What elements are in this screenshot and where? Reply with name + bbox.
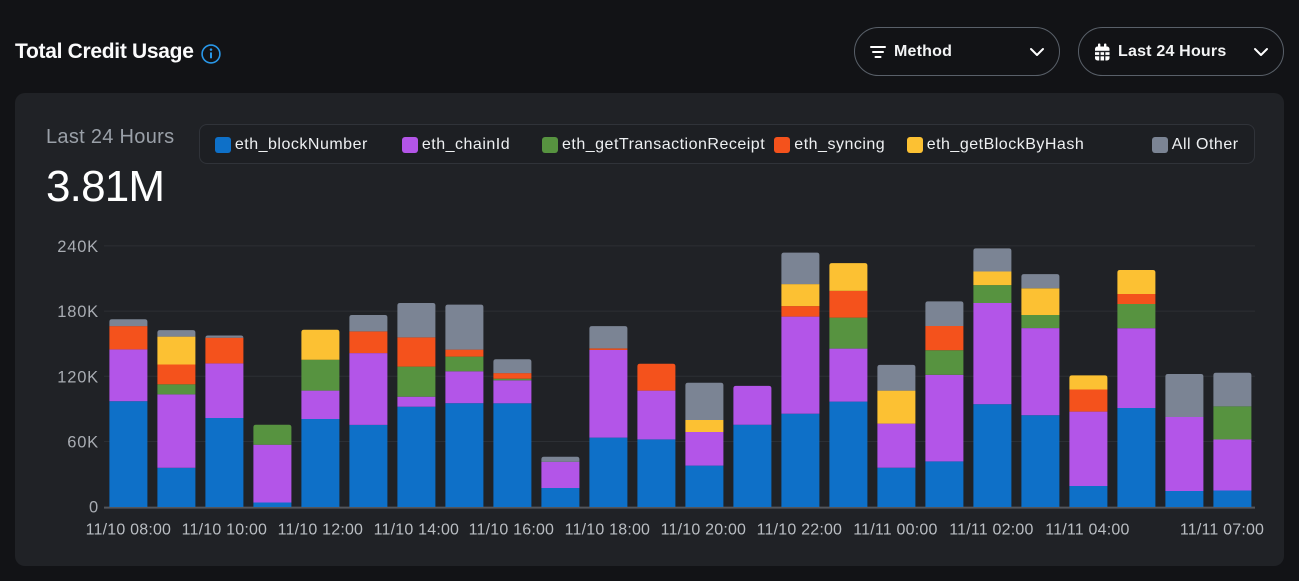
- svg-text:180K: 180K: [57, 303, 99, 321]
- svg-text:11/10 18:00: 11/10 18:00: [565, 522, 651, 539]
- svg-text:11/11 04:00: 11/11 04:00: [1045, 522, 1129, 539]
- svg-text:120K: 120K: [57, 368, 99, 386]
- svg-text:11/10 08:00: 11/10 08:00: [86, 522, 172, 539]
- svg-text:11/10 12:00: 11/10 12:00: [278, 522, 364, 539]
- svg-text:60K: 60K: [67, 434, 99, 452]
- svg-text:11/10 22:00: 11/10 22:00: [757, 522, 843, 539]
- svg-text:0: 0: [89, 499, 99, 517]
- svg-text:11/10 14:00: 11/10 14:00: [374, 522, 460, 539]
- svg-text:11/10 20:00: 11/10 20:00: [661, 522, 747, 539]
- svg-text:11/11 00:00: 11/11 00:00: [853, 522, 937, 539]
- svg-text:11/11 07:00: 11/11 07:00: [1180, 522, 1264, 539]
- svg-text:11/11 02:00: 11/11 02:00: [949, 522, 1033, 539]
- svg-text:11/10 10:00: 11/10 10:00: [182, 522, 268, 539]
- svg-text:11/10 16:00: 11/10 16:00: [469, 522, 555, 539]
- svg-text:240K: 240K: [57, 238, 99, 256]
